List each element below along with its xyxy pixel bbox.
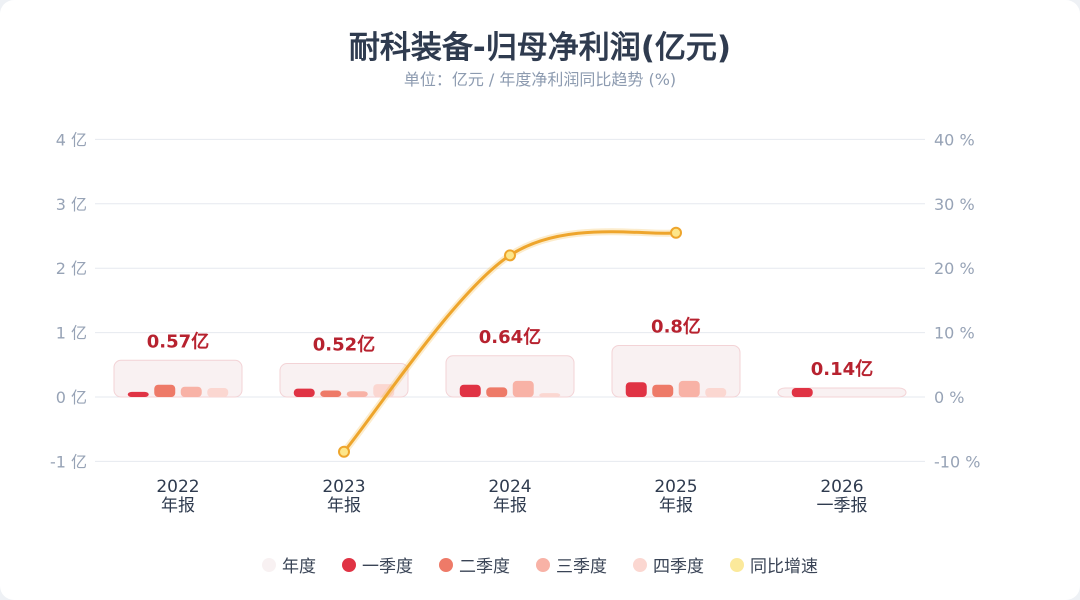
growth-point: [338, 445, 350, 458]
y-tick-label-right: 40 %: [934, 130, 975, 149]
legend-swatch: [342, 557, 356, 572]
data-labels: 0.57亿 0.52亿 0.64亿 0.8亿 0.14亿: [147, 315, 873, 380]
y-axis-right: -10 % 0 % 10 % 20 % 30 % 40 %: [934, 130, 980, 471]
x-tick-label-year: 2026: [820, 477, 863, 497]
x-tick-label-year: 2025: [654, 477, 697, 497]
quarter-bar: [678, 380, 700, 397]
y-tick-label-right: 0 %: [934, 388, 964, 407]
quarter-bar: [539, 393, 561, 397]
legend-swatch: [262, 557, 276, 572]
x-tick-label-period: 年报: [659, 496, 693, 516]
y-axis-left: -1 亿 0 亿 1 亿 2 亿 3 亿 4 亿: [50, 130, 87, 471]
legend-label: 四季度: [653, 557, 704, 577]
bars: [113, 344, 907, 398]
legend-label: 同比增速: [750, 557, 818, 577]
quarter-bar: [154, 384, 176, 397]
annual-bar: [113, 359, 243, 398]
y-tick-label-right: 20 %: [934, 259, 975, 278]
quarter-bar: [180, 386, 202, 397]
annual-data-label: 0.57亿: [147, 330, 209, 352]
growth-line-path: [342, 230, 678, 454]
legend-label: 一季度: [362, 557, 413, 577]
quarter-bar: [320, 390, 342, 397]
quarter-bar: [127, 391, 149, 397]
quarter-bar: [512, 380, 534, 397]
annual-data-label: 0.52亿: [313, 334, 375, 356]
quarter-bar: [486, 387, 508, 397]
growth-point: [670, 226, 682, 239]
legend-item-growth[interactable]: 同比增速: [730, 552, 818, 577]
legend: 年度 一季度 二季度 三季度 四季度 同比增速: [0, 552, 1080, 577]
chart-subtitle: 单位：亿元 / 年度净利润同比趋势 (%): [403, 70, 677, 89]
growth-point: [504, 249, 516, 262]
quarter-bar: [705, 387, 727, 397]
quarter-bar: [346, 391, 368, 397]
legend-item-q3[interactable]: 三季度: [536, 552, 607, 577]
legend-label: 二季度: [459, 557, 510, 577]
x-tick-label-period: 年报: [493, 496, 527, 516]
legend-swatch: [439, 557, 453, 572]
x-tick-label-period: 年报: [161, 496, 195, 516]
quarter-bar: [652, 384, 674, 397]
x-tick-label-year: 2024: [488, 477, 531, 497]
annual-data-label: 0.14亿: [811, 358, 873, 380]
quarter-bar: [791, 387, 813, 397]
chart-title: 耐科装备-归母净利润(亿元): [348, 30, 732, 66]
legend-item-q2[interactable]: 二季度: [439, 552, 510, 577]
growth-line: [338, 226, 682, 458]
y-tick-label-left: 3 亿: [56, 195, 87, 214]
legend-label: 年度: [282, 557, 316, 577]
y-tick-label-right: 30 %: [934, 195, 975, 214]
quarter-bar: [207, 387, 229, 397]
y-tick-label-left: 0 亿: [56, 388, 87, 407]
x-tick-label-period: 年报: [327, 496, 361, 516]
annual-data-label: 0.64亿: [479, 326, 541, 348]
x-tick-label-period: 一季报: [817, 496, 868, 516]
legend-item-q4[interactable]: 四季度: [633, 552, 704, 577]
x-tick-label-year: 2023: [322, 477, 365, 497]
legend-swatch: [730, 557, 744, 572]
quarter-bar: [293, 388, 315, 397]
y-tick-label-left: 4 亿: [56, 130, 87, 149]
y-tick-label-right: 10 %: [934, 324, 975, 343]
y-tick-label-left: -1 亿: [50, 452, 87, 471]
legend-swatch: [536, 557, 550, 572]
y-tick-label-right: -10 %: [934, 452, 980, 471]
y-tick-label-left: 2 亿: [56, 259, 87, 278]
quarter-bar: [459, 384, 481, 397]
legend-swatch: [633, 557, 647, 572]
legend-item-q1[interactable]: 一季度: [342, 552, 413, 577]
grid-lines: [95, 138, 925, 462]
annual-data-label: 0.8亿: [651, 315, 701, 337]
legend-label: 三季度: [556, 557, 607, 577]
x-tick-label-year: 2022: [156, 477, 199, 497]
quarter-bar: [625, 382, 647, 397]
legend-item-annual[interactable]: 年度: [262, 552, 316, 577]
y-tick-label-left: 1 亿: [56, 324, 87, 343]
